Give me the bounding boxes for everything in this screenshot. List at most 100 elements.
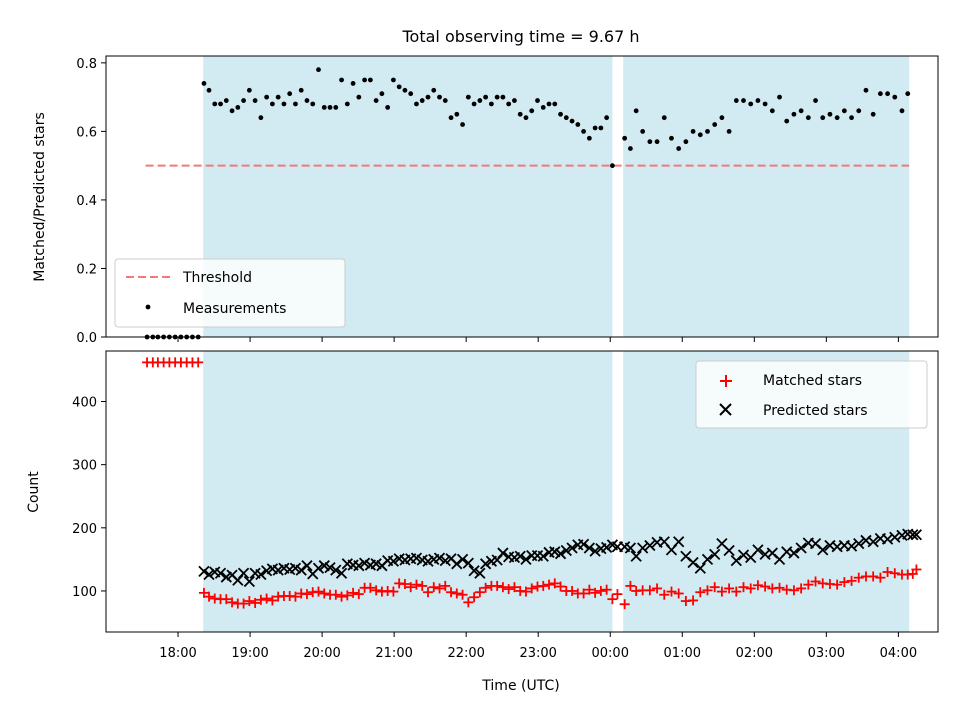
matched-stars-point [520,586,531,597]
y-tick-label: 200 [72,522,97,537]
y-tick-label: 400 [72,396,97,411]
measurements-point [733,98,739,103]
predicted-stars-point [479,558,492,570]
matched-stars-point [666,586,677,597]
matched-stars-point [875,572,886,583]
predicted-stars-point [788,547,800,559]
measurements-point [419,98,425,103]
predicted-stars-point [198,565,210,578]
predicted-stars-point [737,549,750,561]
x-tick-label: 00:00 [592,646,629,661]
predicted-stars-point [456,553,469,566]
y-tick-label: 100 [72,585,97,600]
measurements-point [293,101,298,107]
matched-stars-point [330,589,341,600]
measurements-point [540,105,546,110]
count-y-axis: 100 200 300 400 [72,396,106,600]
matched-stars-point [244,596,255,607]
x-axis-label: Time (UTC) [481,678,559,694]
measurements-point [592,125,598,131]
measurements-point [610,163,615,169]
predicted-stars-point [637,542,649,554]
x-tick-label: 02:00 [736,646,773,661]
matched-stars-point [313,586,324,597]
count-legend: Matched stars Predicted stars [695,360,928,429]
matched-stars-point [567,585,578,596]
matched-stars-point [365,582,376,593]
matched-stars-point [673,588,684,599]
matched-stars-point [882,567,893,578]
matched-stars-point [526,583,537,594]
matched-stars-point [549,578,560,589]
predicted-stars-point [624,542,637,554]
matched-stars-point [889,568,900,579]
measurements-point [899,108,905,114]
predicted-legend-label: Predicted stars [763,403,868,419]
measurements-point [506,101,512,107]
measurements-point [755,98,761,103]
matched-stars-point [405,582,416,593]
measurements-point [529,108,535,114]
measurements-point [362,77,368,83]
matched-stars-point [803,579,814,590]
x-tick-label: 04:00 [880,646,917,661]
measurements-point [870,111,876,117]
measurements-point [321,105,327,110]
predicted-stars-point [577,538,590,550]
measurements-point [517,111,523,117]
matched-stars-point [204,591,215,602]
measurements-point [448,115,454,121]
predicted-stars-point [853,537,865,550]
matched-stars-point [724,583,735,594]
matched-stars-point [319,588,330,599]
matched-stars-point [612,589,623,600]
measurements-point [581,128,586,134]
measurements-point [748,101,754,107]
measurements-point [258,115,264,121]
predicted-stars-point [644,539,656,552]
matched-stars-point [388,586,399,597]
measurements-point [402,87,408,93]
measurements-point [442,98,448,103]
measurements-point [690,128,696,134]
y-tick-label: 0.4 [76,194,97,209]
predicted-stars-point [907,529,919,541]
measurements-point [431,87,437,93]
measurements-point [622,135,628,141]
y-tick-label: 0.2 [76,262,97,277]
measurements-point [647,139,653,145]
x-tick-label: 20:00 [303,646,340,661]
measurements-point [304,98,310,103]
measurements-point [798,108,804,114]
matched-stars-point [457,589,468,600]
matched-stars-point [193,357,204,368]
measurements-point [633,108,639,114]
matched-stars-point [497,582,508,593]
y-tick-label: 300 [72,459,97,474]
predicted-stars-point [514,550,526,562]
observing-window-1 [623,56,910,337]
predicted-stars-point [312,562,325,574]
matched-stars-point [480,582,491,593]
matched-stars-point [301,589,312,600]
matched-stars-point [538,580,549,591]
matched-stars-point [227,597,238,608]
measurements-point [477,98,483,103]
measurements-point [500,94,506,100]
ratio-x-ticks [177,337,899,342]
matched-stars-point [601,584,612,595]
measurements-point [827,111,833,117]
predicted-stars-point [335,567,348,579]
ratio-y-axis-label: Matched/Predicted stars [32,112,48,282]
predicted-stars-point [723,544,735,557]
predicted-stars-point [387,555,400,567]
measurements-point [327,105,333,110]
measurements-point [892,94,898,100]
predicted-stars-point [867,536,879,548]
predicted-stars-point [330,564,342,576]
matched-stars-point [644,585,655,596]
x-tick-label: 23:00 [519,646,556,661]
predicted-stars-point [583,542,595,554]
measurements-point [201,81,207,86]
y-tick-label: 0.8 [76,57,97,72]
